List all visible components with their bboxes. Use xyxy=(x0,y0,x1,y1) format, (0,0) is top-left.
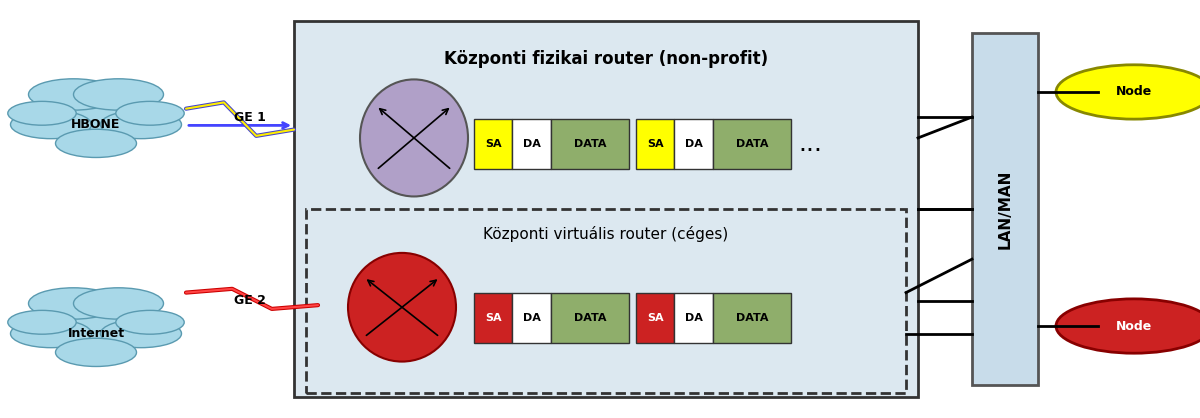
Text: SA: SA xyxy=(647,139,664,149)
FancyBboxPatch shape xyxy=(713,119,791,169)
Text: SA: SA xyxy=(485,139,502,149)
Text: GE 1: GE 1 xyxy=(234,110,266,124)
Text: DA: DA xyxy=(523,313,540,323)
Circle shape xyxy=(1056,299,1200,353)
FancyBboxPatch shape xyxy=(294,21,918,397)
FancyBboxPatch shape xyxy=(972,33,1038,385)
FancyBboxPatch shape xyxy=(474,119,512,169)
Circle shape xyxy=(8,310,77,334)
Text: DA: DA xyxy=(685,313,702,323)
Circle shape xyxy=(73,288,163,319)
Text: DA: DA xyxy=(523,139,540,149)
Circle shape xyxy=(55,129,137,158)
FancyBboxPatch shape xyxy=(551,119,629,169)
Ellipse shape xyxy=(360,79,468,196)
FancyBboxPatch shape xyxy=(551,293,629,343)
Text: SA: SA xyxy=(485,313,502,323)
Circle shape xyxy=(8,102,77,125)
Circle shape xyxy=(55,338,137,367)
Text: Internet: Internet xyxy=(67,327,125,340)
Text: DATA: DATA xyxy=(574,313,606,323)
FancyBboxPatch shape xyxy=(636,119,674,169)
FancyBboxPatch shape xyxy=(636,293,674,343)
Circle shape xyxy=(101,319,181,348)
Circle shape xyxy=(11,110,91,139)
FancyBboxPatch shape xyxy=(306,209,906,393)
FancyBboxPatch shape xyxy=(713,293,791,343)
Circle shape xyxy=(73,79,163,110)
Circle shape xyxy=(1056,65,1200,119)
Text: SA: SA xyxy=(647,313,664,323)
FancyBboxPatch shape xyxy=(512,293,551,343)
Circle shape xyxy=(42,98,150,136)
FancyBboxPatch shape xyxy=(674,293,713,343)
Text: DATA: DATA xyxy=(574,139,606,149)
Text: GE 2: GE 2 xyxy=(234,294,266,308)
Text: DATA: DATA xyxy=(736,139,768,149)
Text: DA: DA xyxy=(685,139,702,149)
FancyBboxPatch shape xyxy=(474,293,512,343)
Text: Node: Node xyxy=(1116,85,1152,99)
Text: Központi virtuális router (céges): Központi virtuális router (céges) xyxy=(484,226,728,242)
Circle shape xyxy=(29,79,119,110)
Circle shape xyxy=(116,102,185,125)
Text: ...: ... xyxy=(798,132,822,156)
Circle shape xyxy=(116,310,185,334)
Text: DATA: DATA xyxy=(736,313,768,323)
Ellipse shape xyxy=(348,253,456,362)
FancyBboxPatch shape xyxy=(674,119,713,169)
Text: Központi fizikai router (non-profit): Központi fizikai router (non-profit) xyxy=(444,50,768,68)
Circle shape xyxy=(101,110,181,139)
Text: LAN/MAN: LAN/MAN xyxy=(997,169,1013,249)
Circle shape xyxy=(11,319,91,348)
FancyBboxPatch shape xyxy=(512,119,551,169)
Text: Node: Node xyxy=(1116,319,1152,333)
Circle shape xyxy=(42,307,150,345)
Text: HBONE: HBONE xyxy=(71,118,121,131)
Circle shape xyxy=(29,288,119,319)
